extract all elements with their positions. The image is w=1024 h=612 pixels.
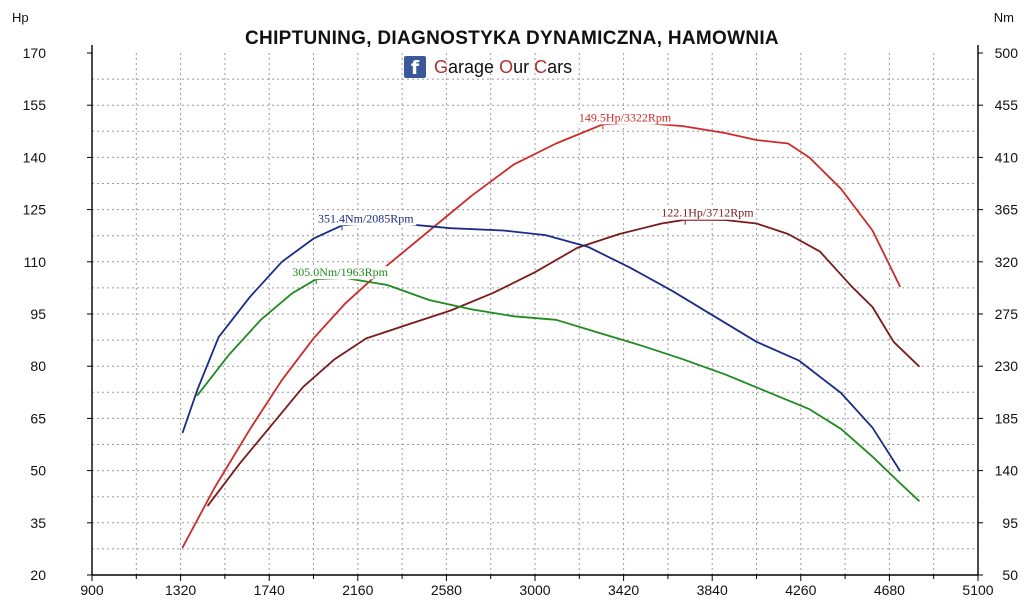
y-left-tick-label: 35	[30, 515, 46, 531]
brand-name-part: G	[434, 56, 449, 77]
y-left-tick-label: 50	[30, 463, 46, 479]
y-right-tick-label: 140	[995, 463, 1019, 479]
y-left-tick-label: 140	[23, 149, 47, 165]
x-tick-label: 3000	[519, 582, 550, 598]
series-line-2	[181, 221, 901, 472]
peak-label-background	[315, 212, 417, 226]
peak-annotation-label: 351.4Nm/2085Rpm	[318, 211, 414, 225]
y-left-tick-label: 170	[23, 45, 47, 61]
y-left-tick-label: 155	[23, 97, 47, 113]
brand-name-part: C	[534, 56, 548, 77]
peak-annotation-label: 122.1Hp/3712Rpm	[661, 206, 754, 220]
y-left-tick-label: 125	[23, 202, 47, 218]
peak-label-background	[659, 206, 757, 220]
series-line-3	[196, 277, 920, 502]
y-right-tick-label: 500	[995, 45, 1019, 61]
brand-name-part: arage	[448, 56, 500, 77]
x-tick-label: 4260	[785, 582, 816, 598]
y-right-tick-label: 410	[995, 149, 1019, 165]
peak-label-background	[290, 266, 391, 280]
y-right-tick-label: 320	[995, 254, 1019, 270]
y-right-tick-label: 230	[995, 358, 1019, 374]
series-line-1	[207, 218, 920, 507]
y-left-unit-label: Hp	[12, 10, 29, 25]
y-left-tick-label: 65	[30, 410, 46, 426]
peak-annotation-label: 305.0Nm/1963Rpm	[292, 265, 388, 279]
x-tick-label: 900	[80, 582, 104, 598]
x-tick-label: 1740	[254, 582, 285, 598]
brand-name: Garage Our Cars	[434, 57, 572, 78]
y-left-tick-label: 95	[30, 306, 46, 322]
x-tick-label: 5100	[962, 582, 993, 598]
x-tick-label: 3840	[697, 582, 728, 598]
y-right-tick-label: 275	[995, 306, 1019, 322]
brand-name-part: ars	[547, 56, 573, 77]
y-right-unit-label: Nm	[993, 10, 1014, 25]
x-tick-label: 2160	[342, 582, 373, 598]
x-tick-label: 4680	[874, 582, 905, 598]
facebook-icon: f	[404, 56, 426, 78]
y-left-tick-label: 110	[24, 254, 47, 270]
brand-logo: f Garage Our Cars	[404, 54, 572, 80]
x-tick-label: 1320	[165, 582, 196, 598]
y-left-tick-label: 20	[30, 567, 46, 583]
x-tick-label: 3420	[608, 582, 639, 598]
brand-name-part: ur	[513, 56, 535, 77]
y-right-tick-label: 95	[1002, 515, 1018, 531]
y-left-tick-label: 80	[30, 358, 46, 374]
series-line-0	[181, 121, 901, 549]
y-right-tick-label: 50	[1002, 567, 1018, 583]
brand-name-part: O	[499, 56, 514, 77]
chart-title: CHIPTUNING, DIAGNOSTYKA DYNAMICZNA, HAMO…	[245, 28, 779, 49]
y-right-tick-label: 455	[995, 97, 1019, 113]
peak-label-background	[576, 111, 674, 125]
peak-annotation-label: 149.5Hp/3322Rpm	[579, 110, 672, 124]
x-tick-label: 2580	[431, 582, 462, 598]
y-right-tick-label: 185	[995, 410, 1019, 426]
y-right-tick-label: 365	[995, 202, 1019, 218]
